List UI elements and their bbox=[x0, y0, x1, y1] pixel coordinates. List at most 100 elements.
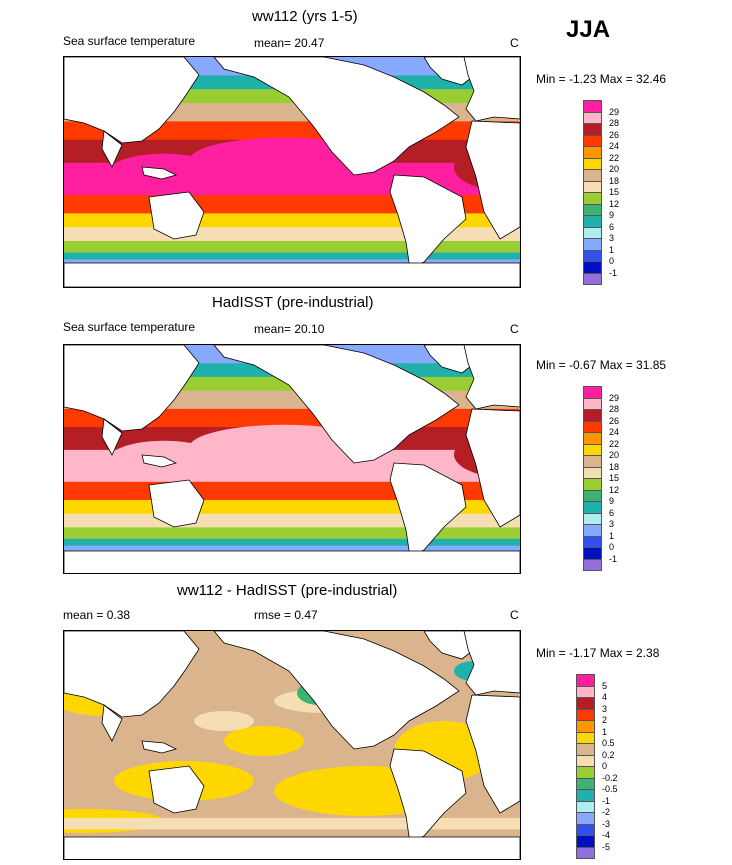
colorbar-tick-label: 9 bbox=[609, 210, 615, 220]
panel1-map-svg bbox=[64, 57, 520, 287]
colorbar-tick-label: 26 bbox=[609, 415, 620, 426]
colorbar-tick-label: 0.5 bbox=[602, 738, 615, 748]
colorbar-tick-label: 1 bbox=[609, 244, 615, 255]
colorbar-tick-label: 18 bbox=[609, 175, 620, 186]
panel1-field-label: Sea surface temperature bbox=[63, 34, 196, 48]
land-outline bbox=[101, 704, 123, 742]
panel3-rmse: rmse = 0.47 bbox=[254, 608, 318, 622]
land-outline bbox=[389, 174, 467, 270]
colorbar-tick-label: 22 bbox=[609, 152, 620, 163]
diff-patch bbox=[224, 726, 304, 756]
colorbar-tick-label: 0 bbox=[609, 256, 615, 266]
panel1-units: C bbox=[510, 36, 519, 50]
diff-band bbox=[64, 817, 520, 830]
panel3-mean: mean = 0.38 bbox=[63, 608, 131, 622]
land-outline bbox=[101, 130, 123, 168]
land-outline bbox=[213, 345, 460, 464]
colorbar-tick-label: 24 bbox=[609, 141, 620, 151]
land-outline bbox=[64, 631, 200, 718]
colorbar-tick-label: 6 bbox=[609, 221, 615, 232]
land-outline bbox=[141, 740, 178, 754]
panel3-map bbox=[63, 630, 521, 860]
land-outline bbox=[465, 408, 520, 528]
colorbar-tick-label: 28 bbox=[609, 404, 620, 414]
land-outline bbox=[465, 694, 520, 814]
panel3-map-svg bbox=[64, 631, 520, 859]
colorbar-tick-label: 28 bbox=[609, 118, 620, 128]
colorbar-tick-label: 29 bbox=[609, 392, 620, 403]
continents bbox=[64, 345, 520, 573]
colorbar-tick-label: 1 bbox=[609, 530, 615, 541]
colorbar-tick-label: -1 bbox=[609, 267, 618, 278]
panel3-minmax: Min = -1.17 Max = 2.38 bbox=[536, 646, 660, 660]
colorbar-tick-label: -3 bbox=[602, 818, 611, 829]
colorbar-tick-label: 9 bbox=[609, 496, 615, 506]
sst-band bbox=[64, 241, 520, 254]
colorbar-tick-label: -2 bbox=[602, 807, 611, 817]
colorbar-tick-label: -1 bbox=[602, 795, 611, 806]
colorbar-tick-label: 2 bbox=[602, 715, 608, 725]
colorbar-tick-label: 24 bbox=[609, 427, 620, 437]
sst-band bbox=[64, 527, 520, 540]
colorbar-tick-label: -4 bbox=[602, 830, 611, 840]
colorbar-tick-label: 0 bbox=[609, 542, 615, 552]
land-outline bbox=[64, 262, 520, 287]
colorbar-tick-label: 3 bbox=[609, 519, 615, 529]
land-outline bbox=[213, 57, 460, 176]
continents bbox=[64, 57, 520, 287]
land-outline bbox=[64, 345, 200, 432]
colorbar-tick-label: 0 bbox=[602, 761, 608, 771]
land-outline bbox=[64, 550, 520, 573]
colorbar-tick-label: 4 bbox=[602, 692, 608, 702]
land-outline bbox=[148, 765, 205, 814]
colorbar-tick-label: 20 bbox=[609, 164, 620, 174]
continents bbox=[64, 631, 520, 859]
land-outline bbox=[148, 479, 205, 528]
season-label: JJA bbox=[566, 16, 611, 43]
colorbar-tick-label: 12 bbox=[609, 198, 620, 209]
panel3-units: C bbox=[510, 608, 519, 622]
panel1-map bbox=[63, 56, 521, 288]
colorbar-tick-label: -5 bbox=[602, 841, 611, 852]
colorbar-tick-label: 22 bbox=[609, 438, 620, 449]
panel3-title: ww112 - HadISST (pre-industrial) bbox=[177, 582, 398, 599]
panel1-title: ww112 (yrs 1-5) bbox=[252, 8, 358, 25]
land-outline bbox=[64, 836, 520, 859]
colorbar-tick-label: 1 bbox=[602, 726, 608, 737]
colorbar-tick-label: -1 bbox=[609, 553, 618, 564]
land-outline bbox=[141, 454, 178, 468]
land-outline bbox=[141, 166, 178, 180]
land-outline bbox=[213, 631, 460, 750]
diff-patch bbox=[194, 711, 254, 731]
panel2-map-svg bbox=[64, 345, 520, 573]
colorbar-box bbox=[576, 846, 595, 859]
panel2-map bbox=[63, 344, 521, 574]
panel2-mean: mean= 20.10 bbox=[254, 322, 325, 336]
panel1-mean: mean= 20.47 bbox=[254, 36, 325, 50]
colorbar-tick-label: 29 bbox=[609, 106, 620, 117]
panel2-units: C bbox=[510, 322, 519, 336]
colorbar-tick-label: 18 bbox=[609, 461, 620, 472]
colorbar-tick-label: 15 bbox=[609, 473, 620, 483]
colorbar-tick-label: 6 bbox=[609, 507, 615, 518]
land-outline bbox=[389, 462, 467, 558]
colorbar-tick-label: 3 bbox=[609, 233, 615, 243]
panel2-field-label: Sea surface temperature bbox=[63, 320, 196, 334]
land-outline bbox=[389, 748, 467, 844]
colorbar-tick-label: -0.5 bbox=[602, 784, 618, 794]
panel1-minmax: Min = -1.23 Max = 32.46 bbox=[536, 72, 667, 86]
colorbar-tick-label: 0.2 bbox=[602, 749, 615, 760]
sst-band bbox=[64, 545, 520, 554]
land-outline bbox=[101, 418, 123, 456]
land-outline bbox=[465, 120, 520, 240]
sst-band bbox=[64, 252, 520, 261]
colorbar-tick-label: 3 bbox=[602, 703, 608, 714]
colorbar-tick-label: 12 bbox=[609, 484, 620, 495]
colorbar-box bbox=[583, 272, 602, 285]
colorbar-tick-label: 26 bbox=[609, 129, 620, 140]
panel2-title: HadISST (pre-industrial) bbox=[212, 294, 374, 311]
colorbar-tick-label: 20 bbox=[609, 450, 620, 460]
colorbar-tick-label: 15 bbox=[609, 187, 620, 197]
land-outline bbox=[64, 57, 200, 144]
land-outline bbox=[148, 191, 205, 240]
